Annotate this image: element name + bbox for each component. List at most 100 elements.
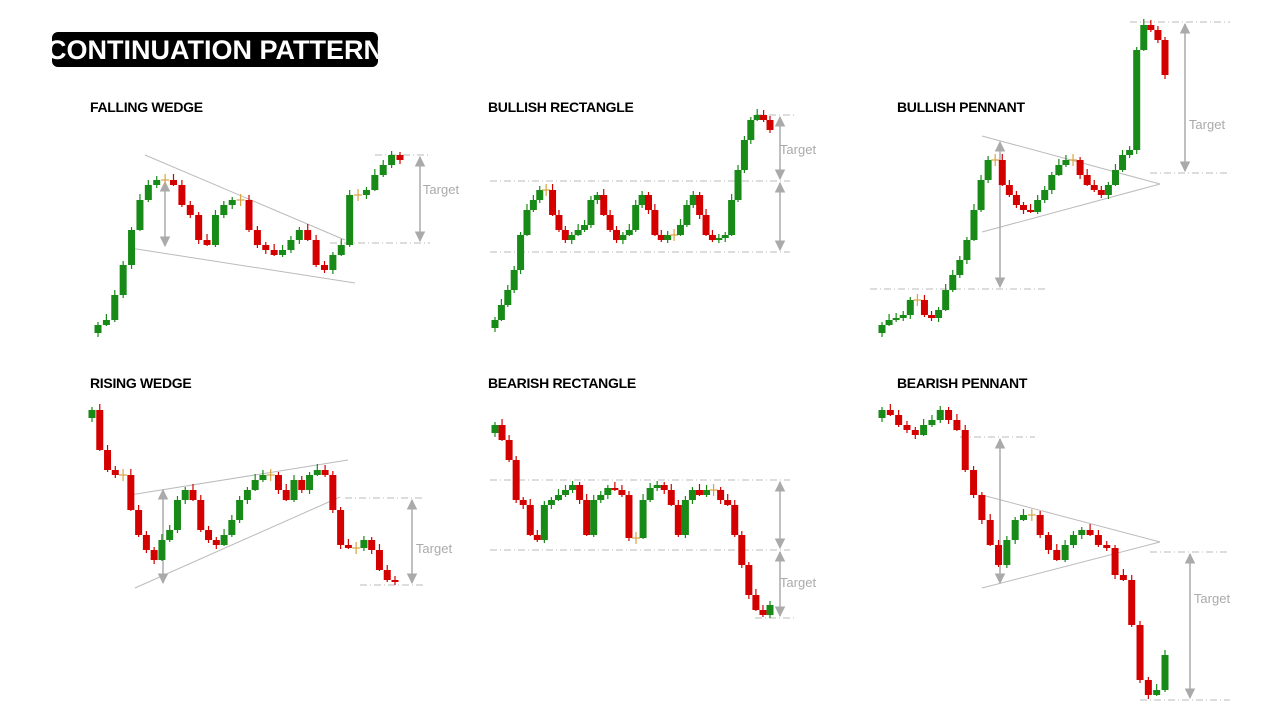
candle-body: [740, 140, 748, 170]
candle-body: [625, 230, 633, 235]
candle-body: [368, 540, 376, 550]
candle-body: [287, 240, 295, 250]
candle-body: [717, 490, 725, 500]
candle-body: [321, 470, 329, 475]
candle-body: [519, 500, 527, 505]
candle-body: [295, 230, 303, 240]
candle-body: [928, 315, 936, 318]
candle-body: [970, 470, 978, 495]
candle-body: [920, 300, 928, 315]
candle-body: [205, 530, 213, 540]
candle-body: [346, 195, 354, 245]
candle-body: [186, 205, 194, 215]
candle-body: [619, 235, 627, 240]
candle-body: [510, 270, 518, 290]
candle-body: [220, 205, 228, 215]
candle-body: [752, 595, 760, 610]
target-label: Target: [416, 541, 453, 556]
candle-body: [1147, 25, 1155, 30]
candle-body: [638, 195, 646, 205]
candle-body: [104, 450, 112, 470]
target-label: Target: [780, 142, 817, 157]
candle-body: [695, 490, 703, 495]
candle-body: [963, 240, 971, 260]
candle-body: [738, 535, 746, 565]
candle-body: [674, 505, 682, 535]
candle-body: [646, 488, 654, 500]
candle-body: [903, 425, 911, 430]
candle-body: [970, 210, 978, 240]
candle-body: [396, 155, 404, 160]
candle-body: [734, 170, 742, 200]
candle-body: [279, 250, 287, 255]
candle-body: [211, 215, 219, 245]
candle-body: [562, 490, 570, 495]
candle-body: [529, 200, 537, 210]
candle-body: [379, 165, 387, 175]
candle-body: [203, 240, 211, 245]
page-title: CONTINUATION PATTERN: [47, 35, 383, 65]
panel-title: BULLISH PENNANT: [897, 99, 1025, 115]
candle-body: [581, 225, 589, 230]
candle-body: [329, 475, 337, 510]
candle-body: [236, 500, 244, 520]
candle-body: [142, 535, 150, 550]
candle-body: [1128, 580, 1136, 625]
candle-body: [1020, 515, 1027, 520]
panel-title: BEARISH PENNANT: [897, 375, 1028, 391]
target-label: Target: [780, 575, 817, 590]
candle-body: [984, 160, 992, 180]
candle-body: [942, 290, 950, 310]
pattern-line: [981, 541, 1161, 589]
candle-body: [555, 215, 563, 230]
candle-body: [953, 420, 961, 430]
candle-body: [220, 535, 228, 545]
candle-body: [1069, 535, 1077, 545]
candle-body: [259, 475, 267, 480]
candle-body: [391, 580, 399, 582]
candle-body: [676, 225, 684, 235]
candle-body: [540, 505, 548, 540]
candle-body: [936, 410, 944, 420]
candle-body: [362, 190, 370, 195]
candle-body: [1094, 535, 1102, 545]
candle-body: [1003, 540, 1011, 565]
candle-body: [504, 290, 512, 305]
candle-body: [1140, 25, 1148, 50]
candle-body: [517, 235, 525, 270]
candle-body: [94, 325, 102, 333]
candle-body: [282, 490, 290, 500]
candle-body: [1111, 548, 1119, 575]
candle-body: [127, 475, 135, 510]
candle-body: [197, 500, 205, 530]
candle-body: [1126, 150, 1134, 155]
candle-body: [312, 240, 320, 265]
candle-body: [1136, 625, 1144, 680]
candle-body: [611, 488, 619, 490]
candle-body: [892, 318, 900, 320]
candle-body: [313, 470, 321, 475]
candle-body: [724, 500, 732, 505]
panel-title: BULLISH RECTANGLE: [488, 99, 634, 115]
candle-body: [639, 500, 647, 538]
candle-body: [593, 195, 601, 200]
candle-body: [533, 535, 541, 540]
candle-body: [181, 490, 189, 500]
candle-body: [878, 325, 886, 333]
candle-body: [1078, 530, 1086, 535]
candle-body: [574, 230, 582, 235]
candle-body: [644, 195, 652, 210]
pattern-line: [981, 494, 1161, 543]
candle-body: [344, 545, 352, 548]
candle-body: [935, 310, 943, 318]
candle-body: [360, 540, 368, 548]
candle-body: [590, 500, 598, 535]
candle-body: [88, 410, 96, 418]
candle-body: [689, 195, 697, 205]
candle-body: [1133, 50, 1141, 150]
pattern-line: [129, 247, 356, 284]
candle-body: [212, 540, 220, 545]
candle-body: [554, 495, 562, 500]
candle-body: [1041, 190, 1049, 200]
